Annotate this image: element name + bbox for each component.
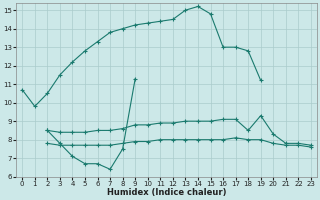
- X-axis label: Humidex (Indice chaleur): Humidex (Indice chaleur): [107, 188, 226, 197]
